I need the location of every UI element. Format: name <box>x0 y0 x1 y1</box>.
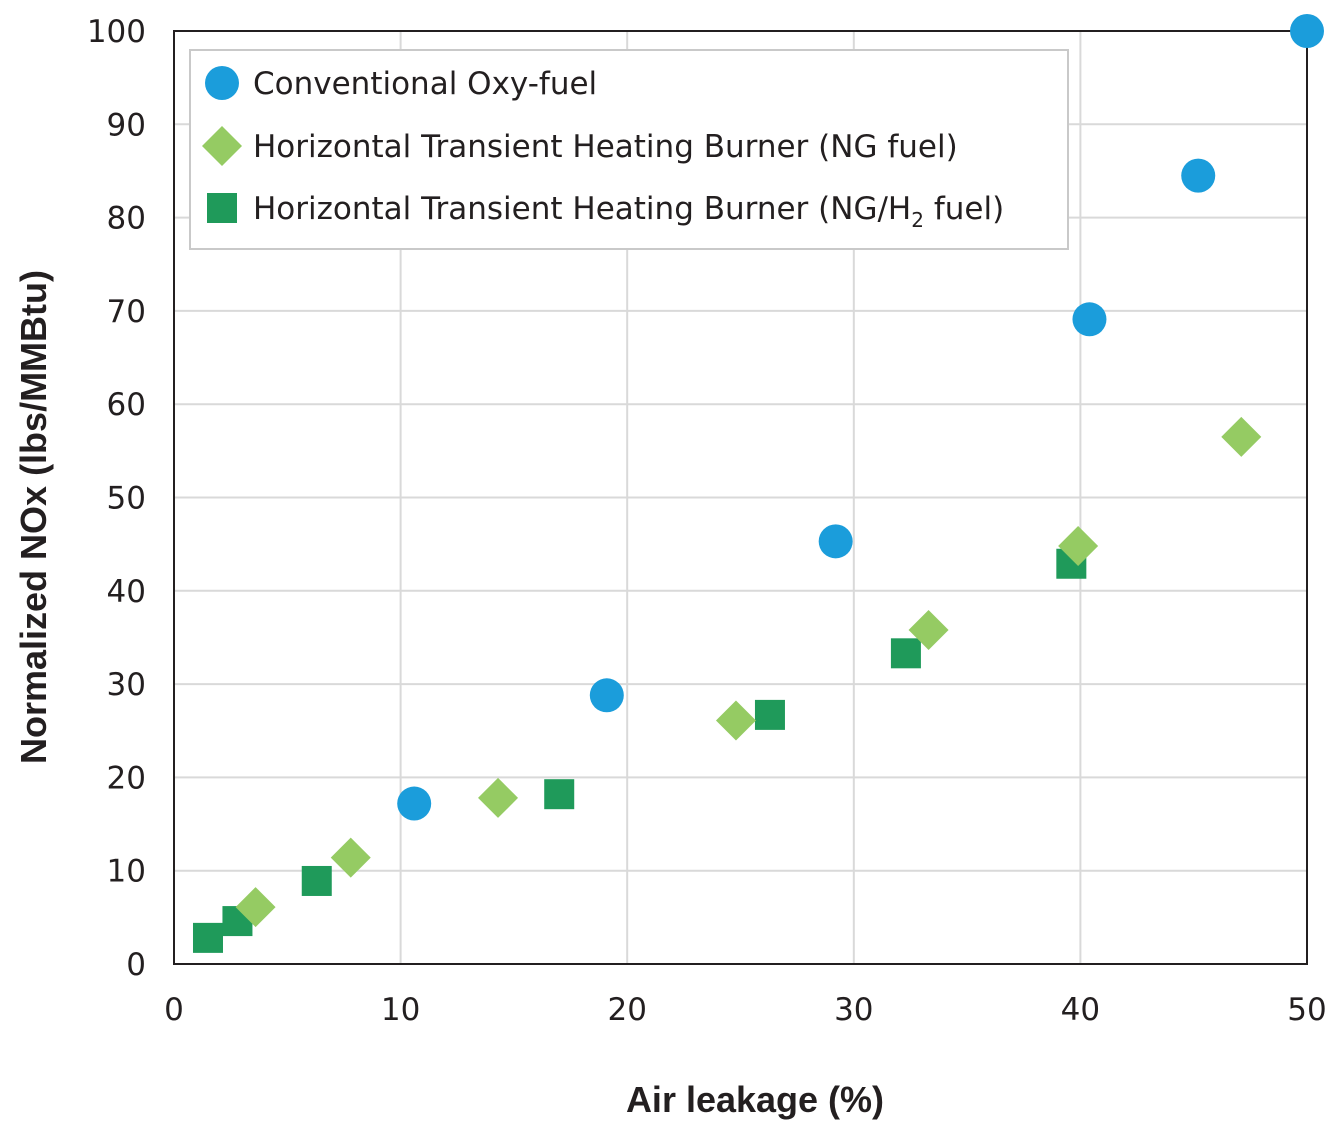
diamond-point <box>235 887 276 928</box>
y-tick-label: 0 <box>126 947 146 983</box>
x-tick-label: 20 <box>607 992 646 1028</box>
axis-ticks: 0 10 20 30 40 50 0 10 20 30 40 50 60 70 80 90 100 <box>87 14 1327 1028</box>
y-tick-label: 40 <box>107 574 146 610</box>
y-axis-title: Normalized NOx (lbs/MMBtu) <box>13 270 54 764</box>
y-tick-label: 10 <box>107 854 146 890</box>
y-tick-label: 100 <box>87 14 146 50</box>
square-point <box>754 699 785 730</box>
y-tick-label: 60 <box>107 387 146 423</box>
y-tick-label: 30 <box>107 667 146 703</box>
x-tick-label: 40 <box>1061 992 1100 1028</box>
diamond-point <box>1221 416 1262 457</box>
x-axis-title: Air leakage (%) <box>626 1079 884 1120</box>
square-point <box>544 779 575 810</box>
circle-point <box>397 786 432 821</box>
x-tick-label: 30 <box>834 992 873 1028</box>
y-tick-label: 80 <box>107 201 146 237</box>
x-tick-label: 10 <box>381 992 420 1028</box>
y-tick-label: 70 <box>107 294 146 330</box>
x-tick-label: 0 <box>164 992 184 1028</box>
legend-label: Horizontal Transient Heating Burner (NG/… <box>253 191 1004 232</box>
diamond-point <box>330 837 371 878</box>
circle-point <box>1290 14 1324 48</box>
circle-point <box>818 524 853 559</box>
data-points <box>192 14 1324 953</box>
circle-point <box>589 678 624 713</box>
square-point <box>192 922 223 953</box>
plot-frame <box>173 30 1308 965</box>
legend-label: Horizontal Transient Heating Burner (NG … <box>253 129 958 165</box>
diamond-point <box>1058 526 1099 567</box>
diamond-point <box>908 609 949 650</box>
diamond-point <box>478 777 519 818</box>
square-point <box>890 638 921 669</box>
circle-point <box>1072 302 1107 337</box>
legend-square-icon <box>207 193 237 223</box>
y-tick-label: 90 <box>107 107 146 143</box>
legend-circle-icon <box>205 66 239 100</box>
y-tick-label: 20 <box>107 760 146 796</box>
y-tick-label: 50 <box>107 481 146 517</box>
square-point <box>301 865 332 896</box>
circle-point <box>1181 158 1216 193</box>
legend-diamond-icon <box>202 126 242 166</box>
legend: Conventional Oxy-fuel Horizontal Transien… <box>189 49 1069 250</box>
legend-label: Conventional Oxy-fuel <box>253 66 597 102</box>
x-tick-label: 50 <box>1287 992 1326 1028</box>
legend-box <box>189 49 1069 250</box>
diamond-point <box>715 700 756 741</box>
